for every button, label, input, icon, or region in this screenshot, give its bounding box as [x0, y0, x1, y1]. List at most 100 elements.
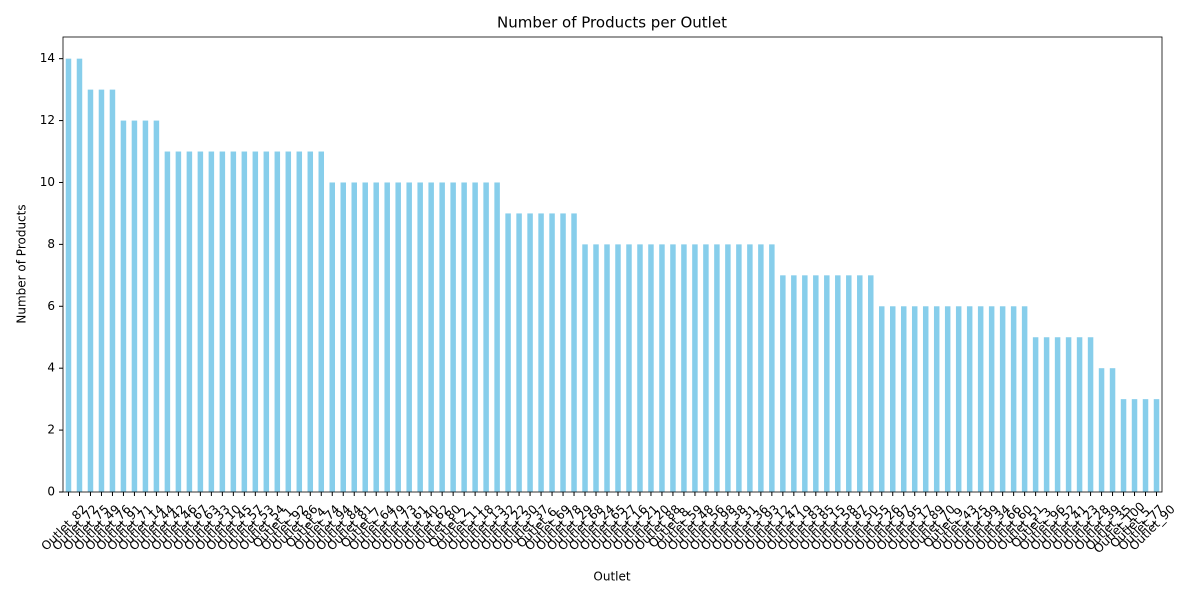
bar: [922, 306, 929, 492]
bar: [758, 244, 764, 492]
bar: [351, 182, 357, 492]
bar: [988, 306, 995, 492]
bar: [736, 244, 742, 492]
bar: [846, 275, 852, 492]
bar: [494, 182, 500, 492]
bar: [340, 182, 346, 492]
bar: [1021, 306, 1028, 492]
bar: [307, 151, 314, 492]
bar: [747, 244, 753, 492]
bar: [857, 275, 863, 492]
bar: [87, 89, 94, 492]
bar: [439, 182, 445, 492]
bar: [406, 182, 412, 492]
bar: [76, 58, 83, 493]
bar: [769, 244, 775, 492]
bar: [977, 306, 984, 492]
bar: [1120, 399, 1127, 492]
bar: [637, 244, 643, 492]
bar: [670, 244, 676, 492]
bar: [593, 244, 599, 492]
bar: [560, 213, 566, 492]
bar: [1076, 337, 1083, 492]
bar: [1065, 337, 1072, 492]
bar: [505, 213, 511, 492]
bar: [944, 306, 951, 492]
bar: [900, 306, 907, 492]
bar: [1142, 399, 1149, 492]
bar: [65, 58, 72, 493]
bar: [197, 151, 204, 492]
y-tick-label: 14: [40, 51, 55, 65]
bar: [549, 213, 555, 492]
bar: [120, 120, 127, 493]
bar: [999, 306, 1006, 492]
bar: [615, 244, 621, 492]
y-tick-label: 10: [40, 175, 55, 189]
bar: [1153, 399, 1160, 492]
bar: [933, 306, 940, 492]
bar: [98, 89, 105, 492]
bar: [1010, 306, 1017, 492]
bar: [725, 244, 731, 492]
bar: [417, 182, 423, 492]
bar: [461, 182, 467, 492]
bar: [186, 151, 193, 492]
bar: [109, 89, 116, 492]
bar: [835, 275, 841, 492]
bar: [780, 275, 786, 492]
bar: [362, 182, 368, 492]
bar: [142, 120, 149, 493]
x-axis-label: Outlet: [593, 570, 630, 584]
y-tick-label: 12: [40, 113, 55, 127]
bar: [241, 151, 248, 492]
bar: [131, 120, 138, 493]
y-tick-label: 0: [47, 485, 55, 499]
bar: [1098, 368, 1105, 492]
bar: [703, 244, 709, 492]
bar: [1087, 337, 1094, 492]
bar: [582, 244, 588, 492]
bar: [626, 244, 632, 492]
bar: [274, 151, 281, 492]
bar: [1043, 337, 1050, 492]
bar: [604, 244, 610, 492]
y-tick-label: 6: [47, 299, 55, 313]
bar: [911, 306, 918, 492]
bar: [175, 151, 182, 492]
bar: [208, 151, 215, 492]
bar: [714, 244, 720, 492]
plot-frame: [62, 36, 1163, 493]
bar: [285, 151, 292, 492]
bar: [516, 213, 522, 492]
bar: [483, 182, 489, 492]
bar: [538, 213, 544, 492]
bar: [153, 120, 160, 493]
bar: [868, 275, 874, 492]
bar: [263, 151, 270, 492]
bar: [450, 182, 456, 492]
bar: [791, 275, 797, 492]
bar: [1032, 337, 1039, 492]
bar: [384, 182, 390, 492]
bar: [955, 306, 962, 492]
bar: [966, 306, 973, 492]
y-tick-label: 8: [47, 237, 55, 251]
y-tick-label: 2: [47, 423, 55, 437]
bar: [164, 151, 171, 492]
bar: [571, 213, 577, 492]
bar: [1054, 337, 1061, 492]
bar: [813, 275, 819, 492]
bar: [879, 306, 885, 492]
bar: [428, 182, 434, 492]
bar: [296, 151, 303, 492]
bar: [692, 244, 698, 492]
bar: [824, 275, 830, 492]
bar: [659, 244, 665, 492]
bar: [329, 182, 336, 492]
bar: [889, 306, 896, 492]
bar: [318, 151, 325, 492]
bar: [219, 151, 226, 492]
y-tick-label: 4: [47, 361, 55, 375]
